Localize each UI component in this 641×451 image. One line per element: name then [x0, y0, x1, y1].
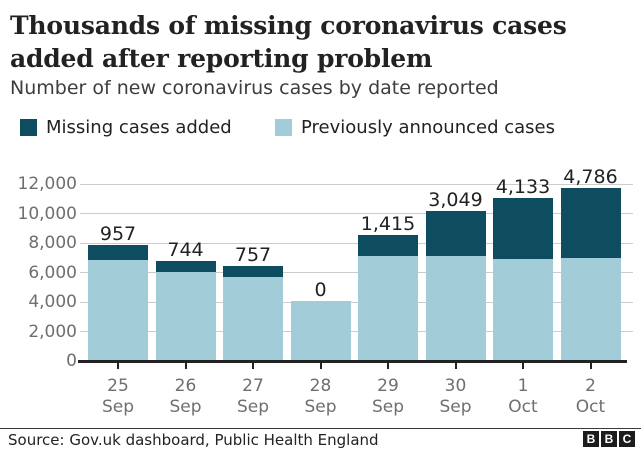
x-label-day: 30	[444, 376, 467, 396]
bar-segment-previous	[493, 259, 553, 361]
x-axis-category-label: 1 Oct	[489, 376, 557, 418]
x-axis-tick	[454, 363, 457, 369]
bbc-logo-box: B	[583, 431, 599, 447]
bar-segment-previous	[155, 271, 216, 361]
x-label-day: 29	[377, 376, 399, 396]
y-axis-tick-label: 4,000	[28, 292, 77, 312]
y-axis-tick-label: 0	[66, 351, 77, 371]
title-line-1: Thousands of missing coronavirus cases	[10, 11, 567, 40]
bar-value-label: 3,049	[428, 189, 483, 212]
x-label-month: Oct	[575, 397, 606, 417]
bar-segment-missing	[358, 234, 418, 256]
bar-value-label: 4,133	[495, 176, 551, 199]
x-label-month: Sep	[304, 397, 337, 417]
x-axis-tick	[387, 363, 389, 369]
legend-item-previous-cases: Previously announced cases	[275, 116, 555, 138]
x-label-day: 2	[585, 376, 596, 396]
x-label-month: Sep	[371, 397, 405, 417]
x-label-day: 27	[242, 376, 264, 396]
bar-segment-previous	[425, 256, 486, 361]
page-title: Thousands of missing coronavirus cases a…	[10, 9, 595, 75]
gridline	[80, 213, 633, 214]
x-axis-category-label: 26 Sep	[152, 376, 220, 418]
bar-segment-missing	[425, 211, 486, 257]
bar-segment-previous	[290, 301, 351, 361]
bar-value-label: 957	[99, 223, 137, 246]
x-axis-category-label: 30 Sep	[422, 376, 490, 418]
x-label-day: 25	[107, 376, 129, 396]
legend-item-missing-cases: Missing cases added	[20, 116, 232, 138]
bbc-logo: B B C	[583, 431, 635, 447]
bbc-logo-letter: B	[586, 432, 596, 446]
x-axis-tick	[184, 363, 187, 369]
gridline	[80, 301, 633, 303]
bbc-logo-box: B	[601, 431, 617, 447]
gridline	[80, 272, 633, 273]
bbc-logo-letter: C	[622, 432, 632, 446]
y-axis-tick-label: 12,000	[17, 174, 77, 194]
source-attribution: Source: Gov.uk dashboard, Public Health …	[8, 431, 379, 449]
chart-legend: Missing cases added Previously announced…	[0, 116, 641, 138]
bar-value-label: 744	[167, 238, 204, 261]
x-axis-category-label: 2 Oct	[557, 376, 625, 418]
bar-segment-previous	[560, 258, 621, 361]
bar-segment-missing	[155, 260, 216, 272]
legend-label-missing-cases: Missing cases added	[46, 116, 232, 138]
y-axis-tick-label: 10,000	[17, 203, 77, 224]
x-label-month: Sep	[169, 397, 202, 417]
x-label-month: Sep	[236, 397, 270, 417]
x-axis-tick	[522, 363, 524, 369]
legend-swatch-previous-cases	[275, 118, 292, 136]
x-label-day: 28	[309, 376, 332, 396]
chart-subtitle: Number of new coronavirus cases by date …	[10, 77, 499, 99]
y-axis-tick-label: 6,000	[28, 262, 77, 283]
bar-value-label: 4,786	[563, 165, 618, 188]
legend-label-previous-cases: Previously announced cases	[301, 116, 555, 138]
bar-segment-previous	[223, 277, 283, 361]
gridline	[80, 242, 633, 244]
legend-swatch-missing-cases	[20, 118, 37, 136]
x-label-month: Sep	[101, 397, 135, 417]
x-axis-line	[78, 360, 627, 363]
x-axis-tick	[319, 363, 322, 369]
x-axis-tick	[589, 363, 592, 369]
bar-segment-previous	[358, 255, 418, 361]
bar-segment-previous	[88, 259, 148, 361]
bar-value-label: 1,415	[360, 212, 416, 235]
x-axis-category-label: 25 Sep	[84, 376, 152, 418]
title-line-2: added after reporting problem	[10, 44, 433, 73]
bar-segment-missing	[493, 198, 553, 259]
bbc-logo-box: C	[619, 431, 635, 447]
x-label-day: 1	[517, 376, 529, 396]
bar-segment-missing	[88, 245, 148, 260]
bar-value-label: 0	[314, 279, 327, 302]
bar-value-label: 757	[234, 243, 272, 266]
gridline	[80, 331, 633, 332]
x-label-month: Sep	[439, 397, 472, 417]
x-label-day: 26	[174, 376, 197, 396]
gridline	[80, 183, 633, 185]
x-axis-category-label: 28 Sep	[287, 376, 355, 418]
y-axis-tick-label: 2,000	[28, 321, 77, 342]
bbc-logo-letter: B	[604, 432, 614, 446]
x-label-month: Oct	[508, 397, 538, 417]
x-axis-category-label: 29 Sep	[354, 376, 422, 418]
bar-segment-missing	[560, 187, 621, 259]
y-axis-tick-label: 8,000	[28, 233, 77, 253]
x-axis-category-label: 27 Sep	[219, 376, 287, 418]
x-axis-tick	[117, 363, 119, 369]
x-axis-tick	[252, 363, 254, 369]
footer-divider	[0, 428, 641, 429]
bar-segment-missing	[223, 265, 283, 278]
